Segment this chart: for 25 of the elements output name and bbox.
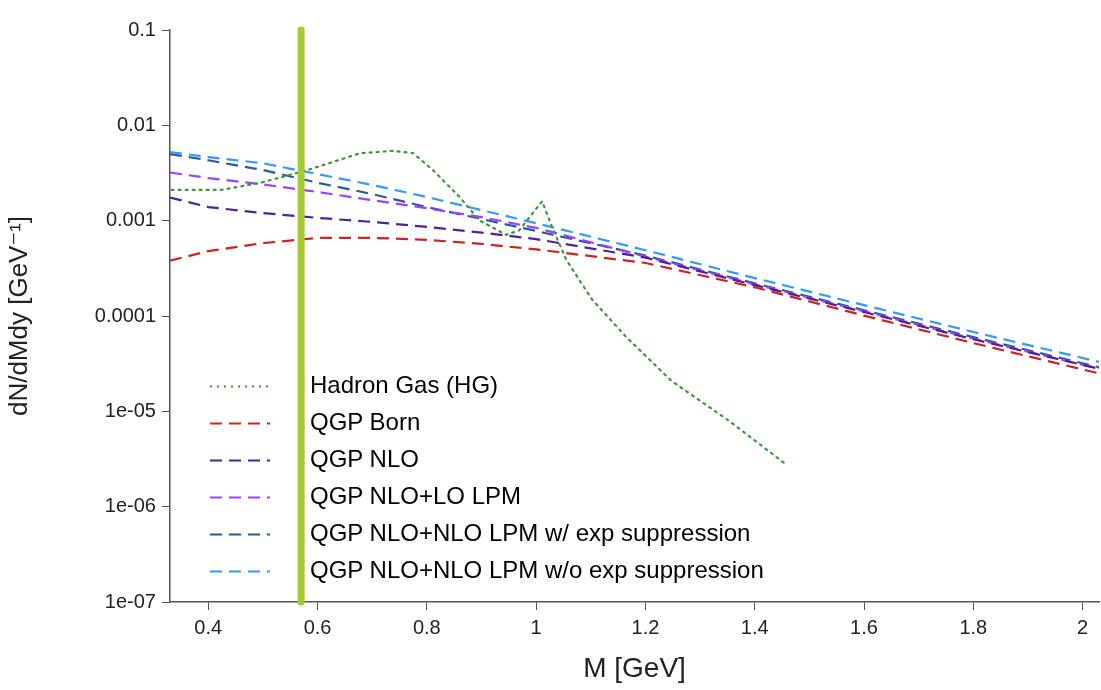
legend-label: QGP NLO (310, 445, 419, 473)
y-tick-label: 1e-07 (104, 589, 156, 612)
x-tick-label: 1.8 (959, 615, 988, 638)
x-tick-label: 2 (1077, 615, 1089, 638)
x-tick-label: 1 (530, 615, 542, 638)
y-tick-label: 0.1 (128, 17, 156, 40)
x-tick-label: 0.4 (194, 615, 223, 638)
x-tick-label: 0.8 (412, 615, 441, 638)
y-tick-label: 0.01 (117, 112, 156, 135)
x-tick-label: 1.4 (740, 615, 769, 638)
x-tick-label: 1.6 (850, 615, 878, 638)
x-tick-label: 1.2 (631, 615, 660, 638)
line-series (170, 236, 1099, 375)
legend-label: QGP NLO+NLO LPM w/o exp suppression (310, 556, 764, 584)
y-tick-label: 0.001 (105, 208, 156, 231)
legend-label: QGP Born (310, 408, 421, 436)
legend-label: QGP NLO+NLO LPM w/ exp suppression (310, 519, 751, 547)
x-tick-label: 0.6 (303, 615, 332, 638)
y-axis-title: dN/dMdy [GeV⁻¹] (2, 215, 33, 417)
legend-label: Hadron Gas (HG) (310, 371, 499, 399)
y-tick-label: 1e-06 (104, 494, 156, 517)
x-axis-title: M [GeV] (583, 651, 686, 683)
y-tick-label: 1e-05 (104, 398, 156, 421)
legend-label: QGP NLO+LO LPM (310, 482, 521, 510)
y-tick-label: 0.0001 (94, 303, 156, 326)
